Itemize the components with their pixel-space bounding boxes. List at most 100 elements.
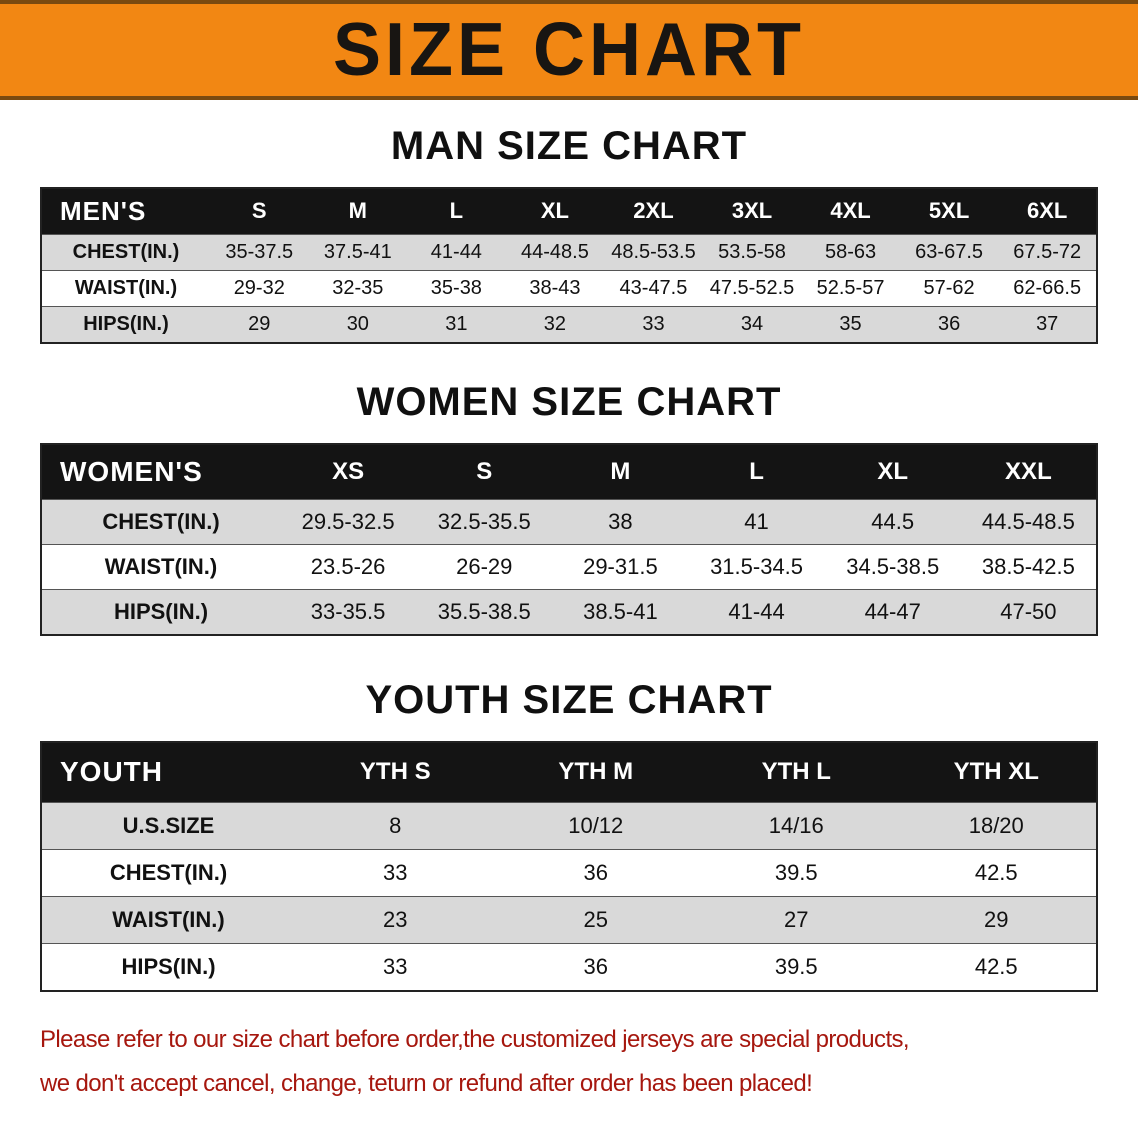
women-section-heading: WOMEN SIZE CHART — [356, 379, 782, 424]
youth-section-heading: YOUTH SIZE CHART — [365, 678, 773, 722]
row-label: CHEST(IN.) — [102, 509, 220, 534]
women-header-row: WOMEN'S XS S M L XL XXL — [41, 443, 1097, 500]
size-cell: 37.5-41 — [323, 240, 392, 263]
column-header: 5XL — [928, 198, 970, 224]
size-cell: 38 — [608, 509, 633, 534]
column-header: L — [449, 198, 464, 224]
size-cell: 41 — [744, 509, 769, 534]
size-cell: 36 — [583, 859, 608, 885]
disclaimer: Please refer to our size chart before or… — [40, 1018, 1098, 1106]
size-cell: 29-32 — [233, 276, 285, 299]
size-cell: 41-44 — [430, 240, 482, 263]
size-cell: 35 — [839, 312, 862, 335]
size-cell: 39.5 — [774, 859, 818, 885]
row-label: CHEST(IN.) — [109, 859, 228, 885]
disclaimer-line-2: we don't accept cancel, change, teturn o… — [40, 1069, 813, 1097]
size-cell: 32.5-35.5 — [437, 509, 531, 534]
size-cell: 38-43 — [529, 276, 581, 299]
size-cell: 32 — [543, 312, 567, 335]
size-cell: 37 — [1036, 312, 1059, 335]
size-cell: 44-48.5 — [520, 240, 589, 263]
size-cell: 42.5 — [974, 859, 1018, 885]
size-cell: 47.5-52.5 — [709, 276, 795, 299]
column-header: S — [476, 457, 493, 485]
column-header: XS — [332, 457, 365, 485]
size-cell: 58-63 — [824, 240, 877, 263]
size-cell: 32-35 — [332, 276, 384, 299]
size-cell: 31.5-34.5 — [710, 554, 804, 579]
size-cell: 8 — [389, 812, 402, 838]
size-cell: 36 — [583, 953, 608, 979]
men-section-heading: MAN SIZE CHART — [390, 124, 748, 168]
size-cell: 34 — [740, 312, 764, 335]
youth-chest-row: CHEST(IN.) 33 36 39.5 42.5 — [41, 849, 1097, 896]
size-cell: 48.5-53.5 — [611, 240, 696, 263]
row-label: U.S.SIZE — [122, 812, 215, 838]
men-section: MAN SIZE CHART MEN'S S M L XL 2XL 3XL 4X… — [0, 124, 1138, 344]
size-cell: 38.5-42.5 — [981, 554, 1075, 579]
banner: SIZE CHART — [0, 0, 1138, 100]
size-cell: 42.5 — [974, 953, 1018, 979]
row-label: WAIST(IN.) — [104, 554, 218, 579]
men-chest-row: CHEST(IN.) 35-37.5 37.5-41 41-44 44-48.5… — [41, 234, 1097, 270]
size-cell: 33 — [383, 953, 408, 979]
size-cell: 31 — [445, 312, 468, 335]
size-cell: 23 — [383, 906, 408, 932]
column-header: L — [749, 457, 764, 485]
men-table-title: MEN'S — [60, 195, 147, 226]
column-header: 3XL — [731, 198, 773, 224]
size-cell: 53.5-58 — [718, 240, 786, 263]
size-cell: 33 — [642, 312, 665, 335]
size-cell: 47-50 — [1000, 599, 1057, 624]
column-header: S — [251, 198, 267, 224]
row-label: WAIST(IN.) — [112, 906, 225, 932]
size-cell: 27 — [784, 906, 809, 932]
size-cell: 63-67.5 — [915, 240, 984, 263]
men-waist-row: WAIST(IN.) 29-32 32-35 35-38 38-43 43-47… — [41, 270, 1097, 306]
row-label: HIPS(IN.) — [83, 312, 169, 335]
column-header: 6XL — [1027, 198, 1068, 224]
column-header: M — [348, 198, 367, 224]
row-label: WAIST(IN.) — [74, 276, 178, 299]
men-header-row: MEN'S S M L XL 2XL 3XL 4XL 5XL 6XL — [41, 188, 1097, 234]
men-size-table: MEN'S S M L XL 2XL 3XL 4XL 5XL 6XL CHEST… — [40, 187, 1098, 344]
size-cell: 34.5-38.5 — [846, 554, 940, 579]
size-cell: 18/20 — [968, 812, 1024, 838]
size-cell: 26-29 — [456, 554, 513, 579]
women-hips-row: HIPS(IN.) 33-35.5 35.5-38.5 38.5-41 41-4… — [41, 589, 1097, 635]
size-cell: 38.5-41 — [583, 599, 658, 624]
size-cell: 29.5-32.5 — [301, 509, 395, 534]
column-header: XXL — [1005, 457, 1052, 485]
women-table-title: WOMEN'S — [60, 455, 203, 487]
column-header: 2XL — [633, 198, 674, 224]
women-chest-row: CHEST(IN.) 29.5-32.5 32.5-35.5 38 41 44.… — [41, 499, 1097, 545]
size-cell: 23.5-26 — [310, 554, 386, 579]
women-waist-row: WAIST(IN.) 23.5-26 26-29 29-31.5 31.5-34… — [41, 544, 1097, 590]
size-cell: 41-44 — [728, 599, 785, 624]
youth-hips-row: HIPS(IN.) 33 36 39.5 42.5 — [41, 943, 1097, 991]
size-cell: 44.5-48.5 — [981, 509, 1075, 534]
size-cell: 33-35.5 — [310, 599, 386, 624]
column-header: M — [610, 457, 631, 485]
row-label: HIPS(IN.) — [113, 599, 209, 624]
youth-table-title: YOUTH — [60, 756, 163, 788]
size-cell: 52.5-57 — [816, 276, 885, 299]
column-header: YTH XL — [953, 758, 1039, 786]
size-cell: 35-38 — [430, 276, 482, 299]
row-label: CHEST(IN.) — [72, 240, 180, 263]
size-cell: 39.5 — [774, 953, 818, 979]
row-label: HIPS(IN.) — [121, 953, 216, 979]
size-cell: 14/16 — [768, 812, 824, 838]
column-header: YTH L — [761, 758, 831, 786]
size-cell: 44-47 — [864, 599, 921, 624]
youth-size-table: YOUTH YTH S YTH M YTH L YTH XL U.S.SIZE … — [40, 741, 1098, 992]
size-cell: 29 — [984, 906, 1009, 932]
size-cell: 25 — [583, 906, 608, 932]
youth-ussize-row: U.S.SIZE 8 10/12 14/16 18/20 — [41, 802, 1097, 849]
youth-waist-row: WAIST(IN.) 23 25 27 29 — [41, 896, 1097, 943]
youth-section: YOUTH SIZE CHART YOUTH YTH S YTH M YTH L… — [0, 678, 1138, 992]
size-cell: 30 — [346, 312, 369, 335]
youth-header-row: YOUTH YTH S YTH M YTH L YTH XL — [41, 742, 1097, 802]
column-header: 4XL — [830, 198, 871, 224]
